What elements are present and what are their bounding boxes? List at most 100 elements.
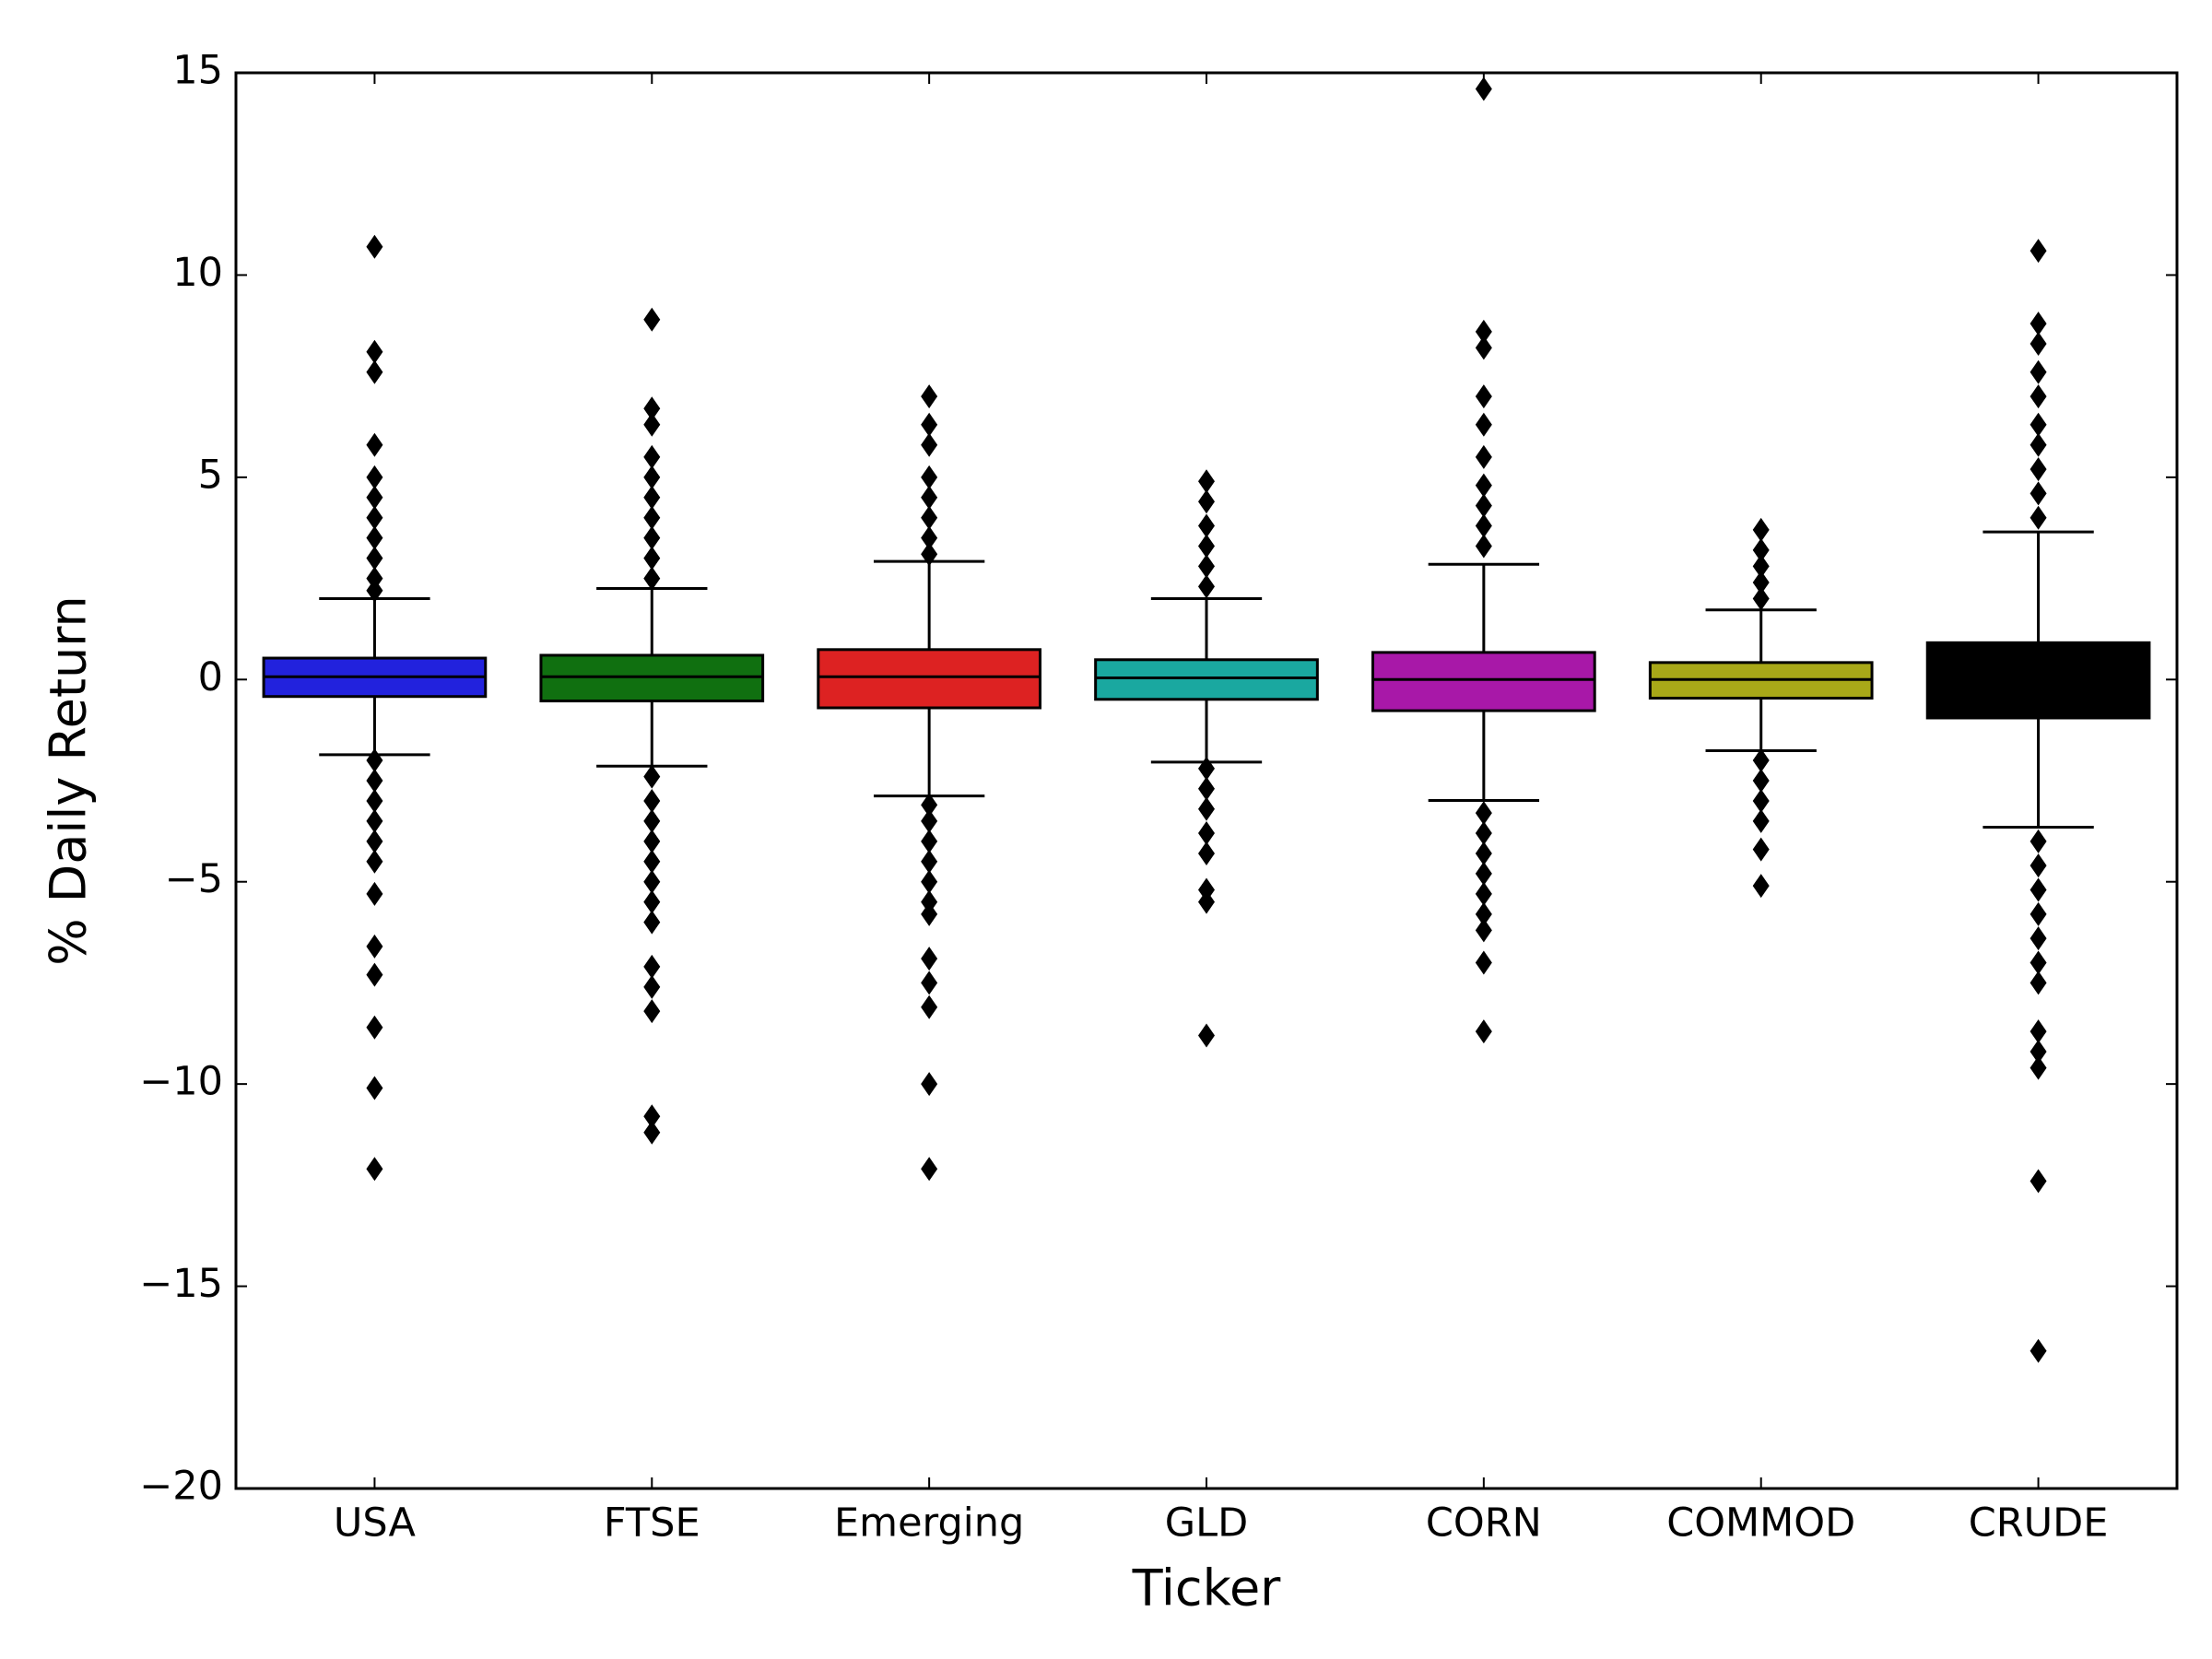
flier	[1752, 788, 1770, 813]
flier	[921, 849, 938, 874]
flier	[921, 793, 938, 818]
flier	[643, 412, 661, 437]
flier	[366, 525, 383, 550]
flier	[1198, 554, 1215, 579]
flier	[1752, 808, 1770, 833]
flier	[643, 396, 661, 421]
flier	[1475, 918, 1492, 943]
x-tick-label: USA	[334, 1500, 417, 1547]
flier	[643, 525, 661, 550]
flier	[2030, 1169, 2047, 1194]
flier	[366, 359, 383, 384]
flier	[2030, 877, 2047, 902]
flier	[1752, 769, 1770, 793]
flier	[366, 485, 383, 510]
flier	[2030, 1040, 2047, 1065]
flier	[1475, 861, 1492, 886]
y-tick-label: 5	[198, 452, 223, 498]
flier	[366, 881, 383, 906]
flier	[643, 974, 661, 999]
flier	[2030, 901, 2047, 926]
flier	[921, 465, 938, 489]
box	[539, 653, 765, 703]
flier	[2030, 412, 2047, 437]
flier	[643, 307, 661, 332]
flier	[2030, 384, 2047, 409]
flier	[366, 1157, 383, 1182]
flier	[2030, 239, 2047, 264]
flier	[1198, 489, 1215, 514]
flier	[2030, 359, 2047, 384]
flier	[2030, 1338, 2047, 1363]
flier	[921, 485, 938, 510]
flier	[1475, 493, 1492, 518]
flier	[643, 566, 661, 591]
flier	[643, 954, 661, 979]
flier	[1475, 534, 1492, 559]
x-tick-label: CORN	[1426, 1500, 1542, 1547]
flier	[1198, 821, 1215, 846]
flier	[366, 934, 383, 959]
flier	[366, 505, 383, 530]
flier	[1752, 517, 1770, 542]
flier	[921, 1157, 938, 1182]
flier	[643, 485, 661, 510]
flier	[643, 999, 661, 1024]
flier	[2030, 432, 2047, 457]
flier	[1475, 841, 1492, 865]
box	[817, 648, 1041, 710]
flier	[1198, 574, 1215, 599]
flier	[2030, 950, 2047, 975]
x-tick-label: Emerging	[834, 1500, 1024, 1547]
flier	[366, 829, 383, 853]
flier	[2030, 505, 2047, 530]
y-tick-label: −10	[139, 1059, 223, 1105]
flier	[1198, 756, 1215, 781]
flier	[921, 808, 938, 833]
y-tick-label: −15	[139, 1261, 223, 1307]
flier	[1475, 881, 1492, 906]
flier	[2030, 1019, 2047, 1044]
flier	[1198, 877, 1215, 902]
flier	[921, 505, 938, 530]
flier	[1198, 776, 1215, 801]
x-tick-label: CRUDE	[1969, 1500, 2109, 1547]
flier	[643, 1120, 661, 1145]
x-tick-label: FTSE	[604, 1500, 700, 1547]
flier	[1198, 513, 1215, 538]
flier	[1475, 444, 1492, 469]
flier	[2030, 312, 2047, 336]
y-tick-label: 10	[172, 250, 223, 296]
flier	[643, 910, 661, 935]
flier	[1752, 554, 1770, 579]
flier	[643, 788, 661, 813]
flier	[1475, 513, 1492, 538]
flier	[1198, 796, 1215, 821]
x-axis-label: Ticker	[1132, 1559, 1282, 1618]
flier	[921, 525, 938, 550]
flier	[1752, 837, 1770, 862]
flier	[1475, 412, 1492, 437]
y-tick-label: 15	[172, 48, 223, 94]
flier	[1752, 748, 1770, 773]
flier	[2030, 829, 2047, 853]
flier	[1198, 469, 1215, 494]
flier	[921, 869, 938, 894]
y-axis-label: % Daily Return	[40, 595, 98, 965]
y-tick-label: 0	[198, 654, 223, 700]
box	[1371, 651, 1596, 712]
flier	[921, 994, 938, 1019]
flier	[643, 1104, 661, 1129]
flier	[1198, 889, 1215, 914]
flier	[643, 849, 661, 874]
flier	[366, 465, 383, 489]
flier	[1752, 586, 1770, 611]
flier	[921, 829, 938, 853]
x-tick-label: COMMOD	[1666, 1500, 1855, 1547]
flier	[366, 748, 383, 773]
flier	[366, 849, 383, 874]
x-tick-label: GLD	[1165, 1500, 1248, 1547]
flier	[366, 566, 383, 591]
flier	[366, 962, 383, 987]
